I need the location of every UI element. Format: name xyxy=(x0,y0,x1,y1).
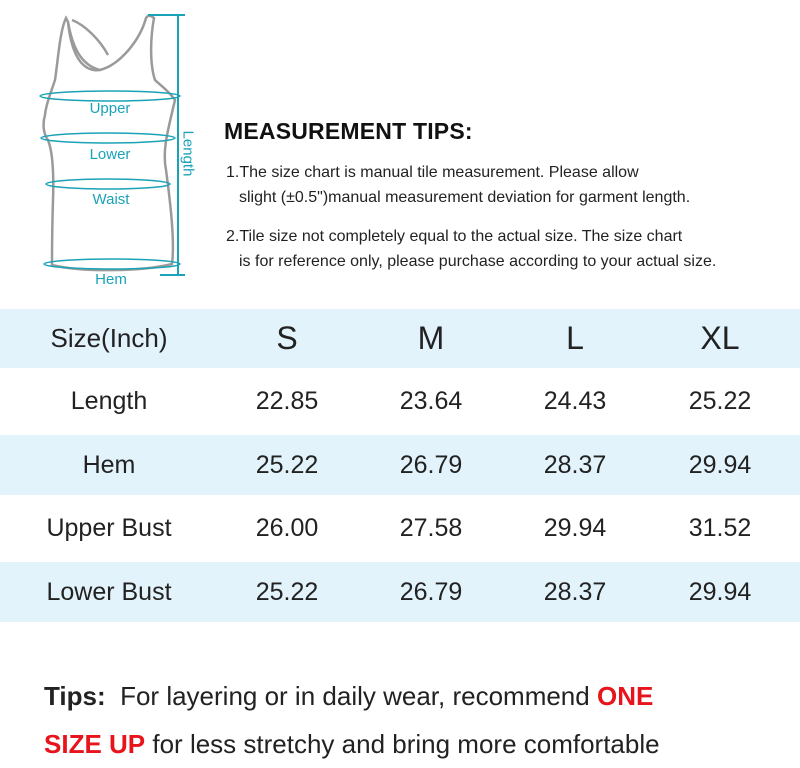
table-cell: 25.22 xyxy=(255,450,319,479)
table-cell: 29.94 xyxy=(543,513,607,542)
header-size: M xyxy=(417,320,445,356)
row-label: Hem xyxy=(82,450,136,479)
footer-text: for less stretchy and bring more comfort… xyxy=(152,729,660,759)
tank-top-illustration xyxy=(39,14,185,276)
upper-label: Upper xyxy=(89,100,131,117)
table-row: Lower Bust 25.22 26.79 28.37 29.94 xyxy=(0,562,800,622)
row-label: Upper Bust xyxy=(46,513,172,542)
table-cell: 25.22 xyxy=(688,387,752,415)
row-label: Length xyxy=(70,387,148,415)
table-cell: 23.64 xyxy=(399,387,463,415)
header-size: XL xyxy=(700,320,740,356)
tip-line: slight (±0.5")manual measurement deviati… xyxy=(239,189,691,206)
tip-line: is for reference only, please purchase a… xyxy=(239,253,717,270)
tip-line: 2.Tile size not completely equal to the … xyxy=(226,228,683,245)
tip-item-2: 2.Tile size not completely equal to the … xyxy=(226,224,716,274)
table-cell: 25.22 xyxy=(255,577,319,606)
table-cell: 26.79 xyxy=(399,450,463,479)
footer-text: For layering or in daily wear, recommend xyxy=(120,681,590,711)
footer-tip: Tips: For layering or in daily wear, rec… xyxy=(44,672,660,768)
tip-line: 1.The size chart is manual tile measurem… xyxy=(226,164,639,181)
footer-highlight: ONE xyxy=(596,681,654,711)
measurement-tips-title: MEASUREMENT TIPS: xyxy=(224,118,473,144)
table-cell: 28.37 xyxy=(543,577,607,606)
table-cell: 27.58 xyxy=(399,513,463,542)
length-label: Length xyxy=(179,130,197,177)
table-cell: 29.94 xyxy=(688,450,752,479)
row-label: Lower Bust xyxy=(46,577,172,606)
header-size: L xyxy=(566,320,584,356)
table-cell: 26.00 xyxy=(255,513,319,542)
header-label: Size(Inch) xyxy=(50,323,168,353)
table-cell: 31.52 xyxy=(688,513,752,542)
hem-label: Hem xyxy=(95,271,127,288)
table-cell: 24.43 xyxy=(543,387,607,415)
table-row: Hem 25.22 26.79 28.37 29.94 xyxy=(0,435,800,495)
table-cell: 29.94 xyxy=(688,577,752,606)
footer-highlight: SIZE UP xyxy=(44,729,146,759)
table-header-row: Size(Inch) S M L XL xyxy=(0,309,800,368)
table-row: Length 22.85 23.64 24.43 25.22 xyxy=(0,369,800,434)
header-size: S xyxy=(276,320,298,356)
table-cell: 22.85 xyxy=(255,387,319,415)
tip-item-1: 1.The size chart is manual tile measurem… xyxy=(226,160,690,210)
footer-prefix: Tips: xyxy=(44,681,106,711)
table-row: Upper Bust 26.00 27.58 29.94 31.52 xyxy=(0,495,800,561)
tank-top-measurement-diagram: Upper Lower Waist Hem Length xyxy=(0,0,220,300)
lower-label: Lower xyxy=(89,146,131,163)
waist-label: Waist xyxy=(92,191,130,208)
table-cell: 28.37 xyxy=(543,450,607,479)
table-cell: 26.79 xyxy=(399,577,463,606)
